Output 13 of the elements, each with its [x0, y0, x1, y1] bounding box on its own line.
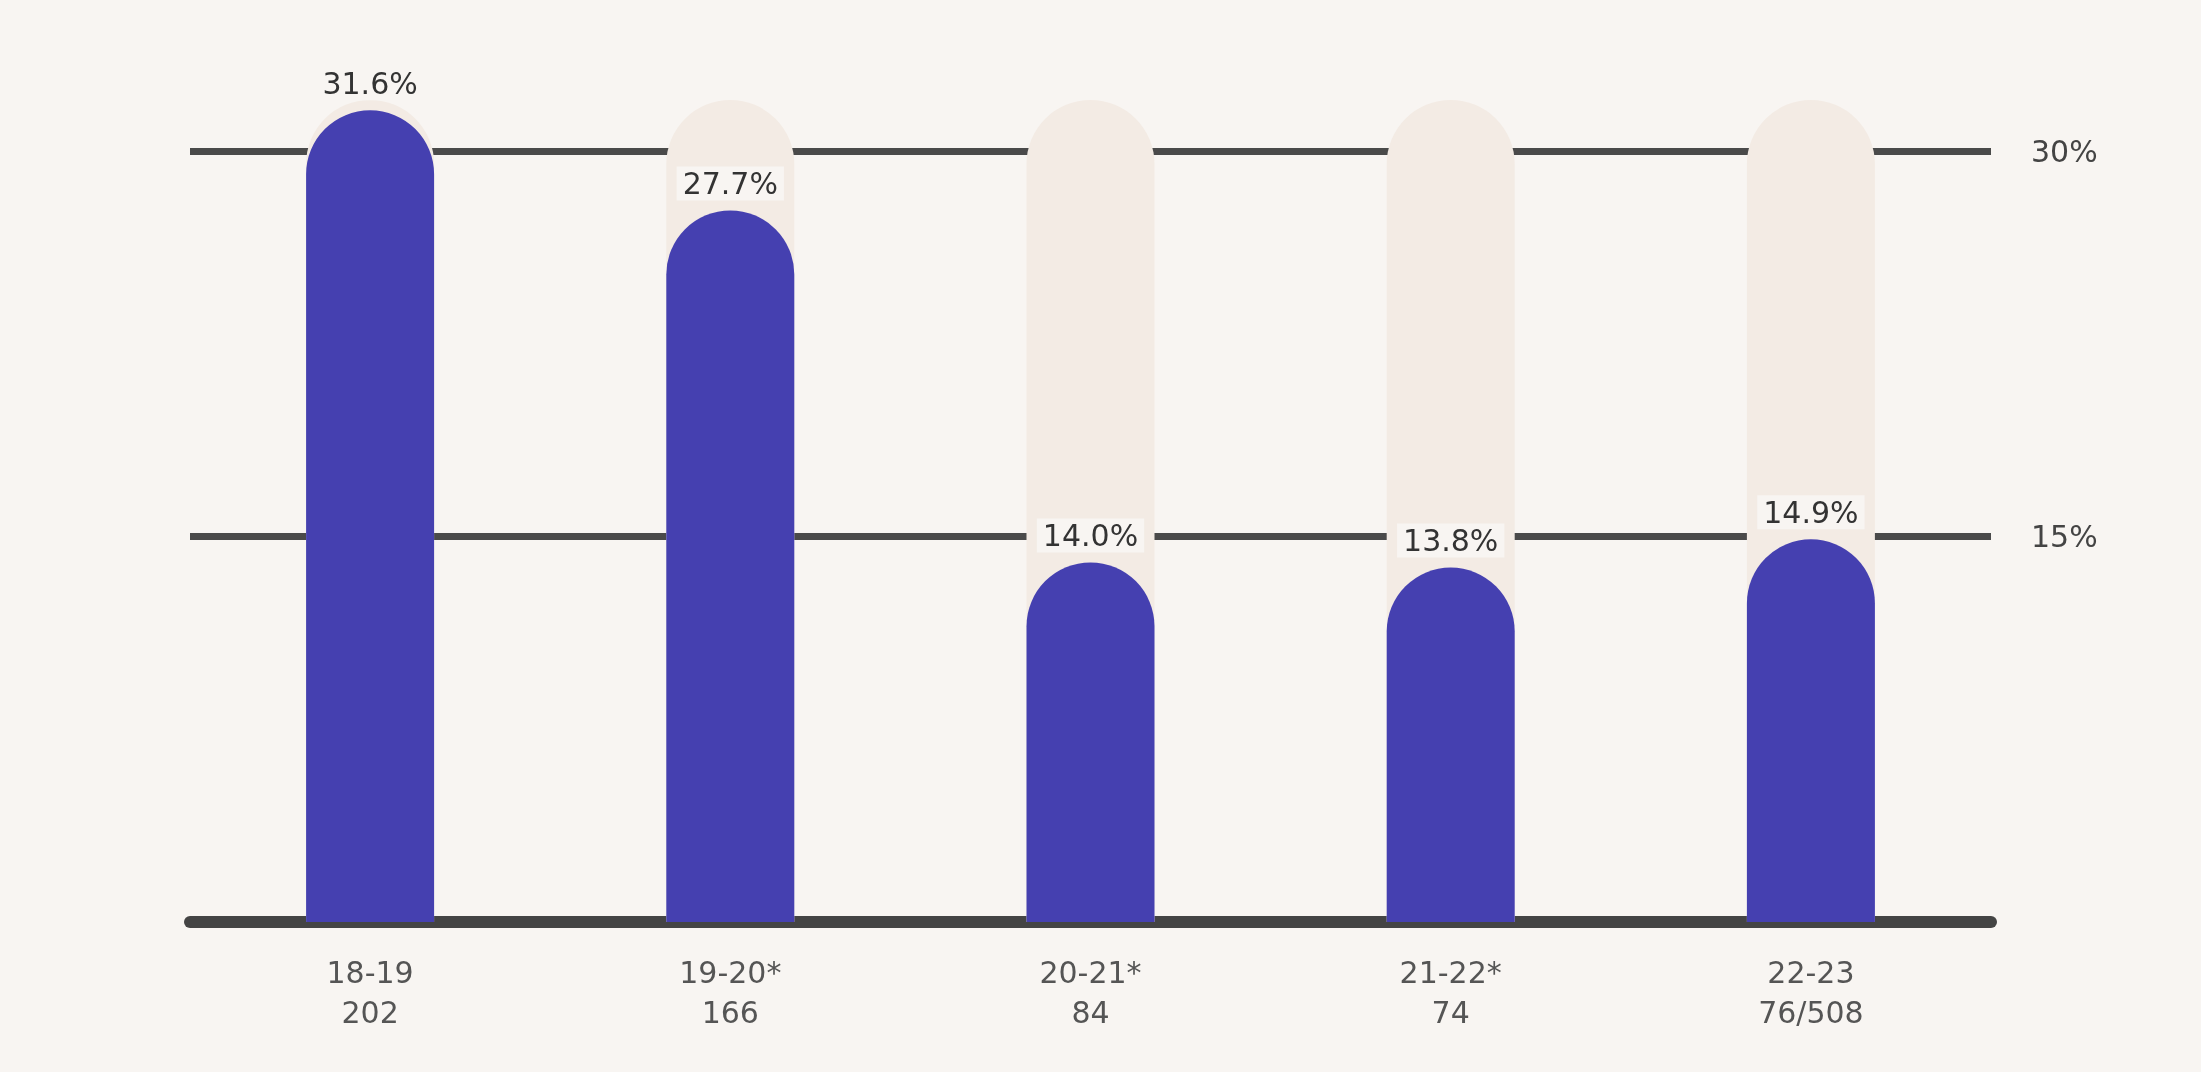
data-label: 13.8%: [1403, 523, 1499, 559]
x-tick-label: 21-22* 74: [1399, 954, 1502, 1030]
ref-line-label: 15%: [2031, 519, 2098, 555]
x-tick-label: 22-23 76/508: [1758, 954, 1864, 1030]
data-label: 14.9%: [1763, 494, 1859, 530]
data-label: 27.7%: [682, 165, 778, 201]
ref-line-label: 30%: [2031, 133, 2098, 169]
data-label: 14.0%: [1042, 517, 1139, 553]
bar: [306, 110, 435, 922]
x-tick-label: 19-20* 166: [679, 954, 782, 1030]
x-tick-label: 18-19 202: [326, 954, 414, 1030]
x-tick-label: 20-21* 84: [1039, 954, 1142, 1030]
data-label: 31.6%: [322, 65, 418, 101]
